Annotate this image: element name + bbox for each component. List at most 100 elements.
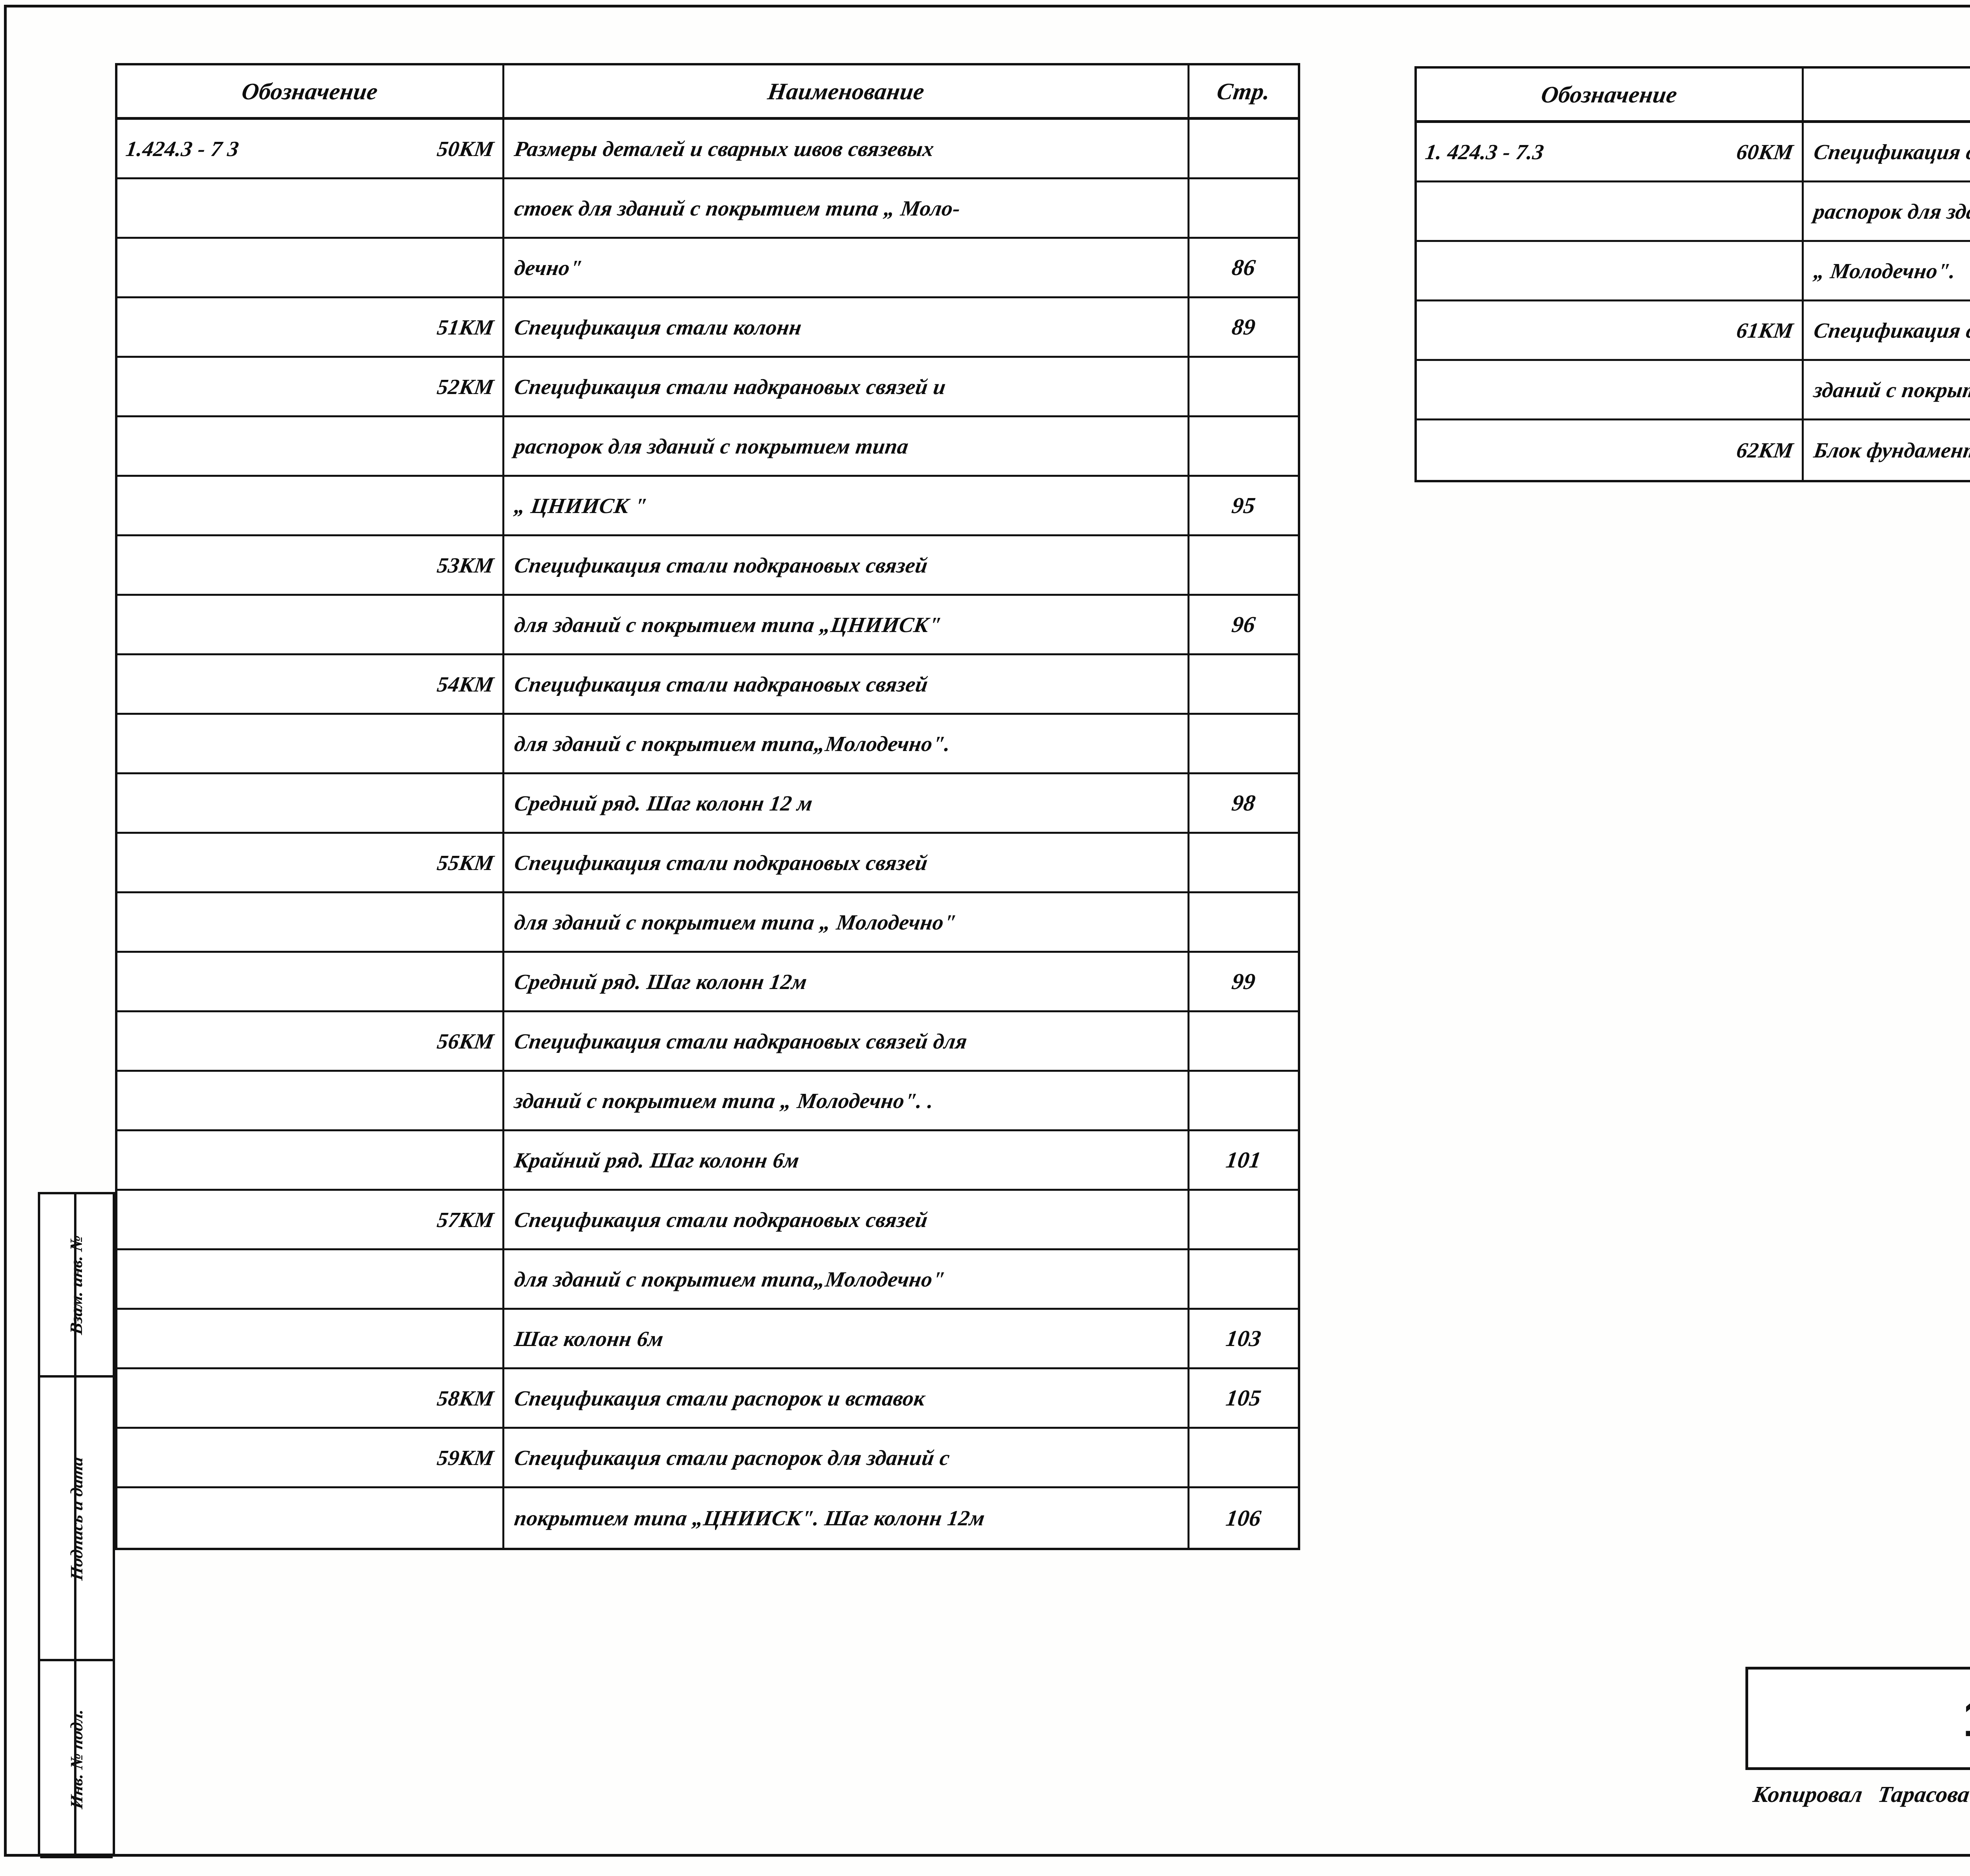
cell-designation: 54КМ (117, 655, 505, 713)
item-name: „ ЦНИИСК " (513, 493, 649, 518)
item-name: Спецификация стали надкрановых связей (513, 672, 930, 696)
column-header-page: Стр. (1189, 65, 1298, 117)
item-name: для зданий с покрытием типа„Молодечно" (513, 1267, 947, 1291)
title-block-footer: Копировал Тарасова 21043 5 Формат А3 (1751, 1781, 1970, 1807)
specification-table-right: ОбозначениеНаименованиеСтр1. 424.3 - 7.3… (1414, 66, 1970, 482)
item-name: зданий с покрытием типа „ Молодечно". . (513, 1088, 936, 1113)
cell-name: Спецификация стали распорок и вставок (504, 1369, 1190, 1427)
cell-name: зданий с покрытием типа„ Молодечно". (1804, 361, 1970, 418)
designation-mark: 50КМ (435, 136, 496, 161)
table-row: для зданий с покрытием типа „ Молодечно" (117, 893, 1298, 953)
cell-designation (117, 477, 505, 534)
item-name: Спецификация стали распорок для зданий с (513, 1445, 952, 1470)
cell-name: Шаг колонн 6м (504, 1310, 1190, 1367)
table-row: 53КМ Спецификация стали подкрановых связе… (117, 536, 1298, 596)
item-name: Спецификация стали надкрановых связей дл… (513, 1029, 969, 1053)
table-row: „ Молодечно".107 (1417, 242, 1970, 301)
column-header-designation-label: Обозначение (1539, 81, 1679, 108)
item-name: Спецификация стали подстропильных балок- (1812, 139, 1970, 164)
designation-mark: 51КМ (435, 315, 496, 339)
item-page-number: 99 (1230, 969, 1257, 994)
table-row: зданий с покрытием типа „ Молодечно". . (117, 1072, 1298, 1131)
column-header-designation-label: Обозначение (240, 78, 380, 104)
designation-mark: 54КМ (435, 672, 496, 696)
table-row: 1.424.3 - 7 3 50КМ Размеры деталей и сварн… (117, 120, 1298, 179)
cell-page (1189, 834, 1298, 891)
cell-page: 86 (1189, 239, 1298, 296)
margin-stamp-divider (40, 1194, 76, 1854)
cell-name: Средний ряд. Шаг колонн 12 м (504, 774, 1190, 832)
designation-mark: 62КМ (1735, 438, 1795, 462)
table-row: „ ЦНИИСК " 95 (117, 477, 1298, 536)
cell-page (1189, 1429, 1298, 1486)
cell-page (1189, 179, 1298, 237)
item-name: Спецификация стали подкрановых связей (513, 850, 930, 875)
cell-name: Спецификация стали подстропильных балок- (1804, 123, 1970, 180)
cell-designation (117, 596, 505, 653)
designation-mark: 61КМ (1735, 318, 1795, 342)
cell-name: для зданий с покрытием типа„Молодечно" (504, 1250, 1190, 1308)
cell-page (1189, 358, 1298, 415)
cell-designation (1417, 242, 1804, 299)
item-name: распорок для зданий с покрытием типа (513, 434, 911, 458)
cell-designation: 51КМ (117, 298, 505, 356)
designation-mark: 52КМ (435, 374, 496, 399)
item-page-number: 101 (1224, 1147, 1263, 1173)
table-row: стоек для зданий с покрытием типа „ Моло… (117, 179, 1298, 239)
cell-name: для зданий с покрытием типа„Молодечно". (504, 715, 1190, 772)
column-header-designation: Обозначение (1417, 69, 1804, 120)
designation-mark: 60КМ (1735, 139, 1795, 164)
cell-page (1189, 715, 1298, 772)
item-name: Спецификация стали подкрановых связей (513, 1207, 930, 1232)
cell-designation: 58КМ (117, 1369, 505, 1427)
cell-page (1189, 1250, 1298, 1308)
cell-name: дечно" (504, 239, 1190, 296)
cell-page: 106 (1189, 1488, 1298, 1548)
designation-mark: 59КМ (435, 1445, 496, 1470)
table-row: 51КМ Спецификация стали колонн 89 (117, 298, 1298, 358)
cell-designation (117, 893, 505, 951)
designation-mark: 53КМ (435, 553, 496, 577)
title-block-designation: 1.424.3-7.3 00КМ (1963, 1689, 1970, 1748)
item-name: стоек для зданий с покрытием типа „ Моло… (513, 196, 963, 220)
margin-stamp-strip: Инв. № подл. (40, 1661, 113, 1858)
item-page-number: 86 (1230, 255, 1257, 280)
item-name: Шаг колонн 6м (513, 1326, 665, 1351)
table-header-row: Обозначение Наименование Стр. (117, 65, 1298, 120)
column-header-name: Наименование (1804, 69, 1970, 120)
cell-name: Спецификация стали подкрановых связей (504, 834, 1190, 891)
cell-designation: 55КМ (117, 834, 505, 891)
cell-designation: 53КМ (117, 536, 505, 594)
table-row: 57КМ Спецификация стали подкрановых связе… (117, 1191, 1298, 1250)
table-row: Шаг колонн 6м 103 (117, 1310, 1298, 1369)
cell-name: Спецификация стали колонн (504, 298, 1190, 356)
cell-designation (1417, 361, 1804, 418)
cell-designation: 57КМ (117, 1191, 505, 1248)
specification-table-left: Обозначение Наименование Стр. 1.424.3 - 7 3… (115, 63, 1300, 1550)
cell-name: распорок для зданий с покрытием типа (504, 417, 1190, 475)
item-page-number: 106 (1224, 1505, 1263, 1531)
column-header-page-label: Стр. (1215, 78, 1272, 104)
cell-page (1189, 893, 1298, 951)
item-name: Средний ряд. Шаг колонн 12 м (513, 791, 814, 815)
table-row: Средний ряд. Шаг колонн 12м 99 (117, 953, 1298, 1012)
table-row: зданий с покрытием типа„ Молодечно".108 (1417, 361, 1970, 420)
table-row: 1. 424.3 - 7.3 60КМ Спецификация стали под… (1417, 123, 1970, 182)
cell-page (1189, 1012, 1298, 1070)
item-name: дечно" (513, 255, 584, 280)
cell-name: Спецификация стали распорок для зданий с (504, 1429, 1190, 1486)
cell-name: стоек для зданий с покрытием типа „ Моло… (504, 179, 1190, 237)
cell-page: 103 (1189, 1310, 1298, 1367)
cell-name: Спецификация стали подкрановых связей (504, 1191, 1190, 1248)
item-name: Блок фундаментных болтов (1812, 438, 1970, 462)
cell-designation (117, 715, 505, 772)
cell-designation (117, 953, 505, 1010)
table-row: Крайний ряд. Шаг колонн 6м 101 (117, 1131, 1298, 1191)
item-name: Спецификация стали подкрановых связей (513, 553, 930, 577)
column-header-name: Наименование (504, 65, 1190, 117)
item-name: для зданий с покрытием типа„Молодечно". (513, 731, 952, 756)
item-name: Крайний ряд. Шаг колонн 6м (513, 1148, 801, 1172)
designation-code: 1. 424.3 - 7.3 (1424, 139, 1546, 164)
cell-designation (1417, 182, 1804, 240)
cell-name: Спецификация стали надкрановых связей и (504, 358, 1190, 415)
